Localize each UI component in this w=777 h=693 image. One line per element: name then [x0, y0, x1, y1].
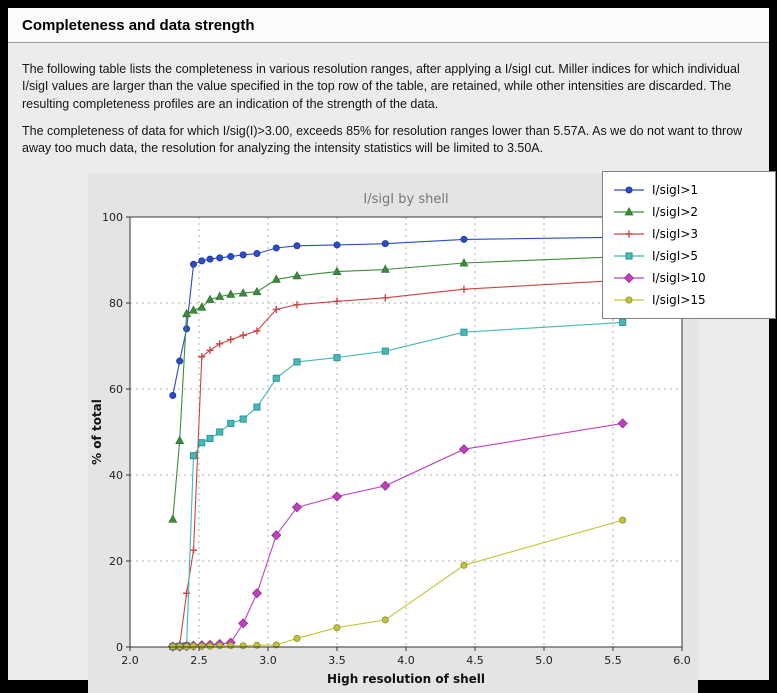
legend-entry: I/sigI>10	[613, 267, 767, 289]
y-tick-label: 60	[109, 383, 123, 396]
x-tick-label: 6.0	[673, 654, 691, 667]
x-tick-label: 4.5	[466, 654, 484, 667]
legend-marker-triangle-icon	[614, 207, 644, 216]
report-panel: Completeness and data strength The follo…	[8, 8, 776, 693]
x-tick-label: 3.0	[259, 654, 277, 667]
completeness-chart-figure: 2.0 2.5 3.0 3.5 4.0 4.5 5.0 5.5 6.0 0 20 40 60 80 100 I…	[88, 171, 776, 693]
legend-entry: I/sigI>2	[613, 201, 767, 223]
y-tick-label: 100	[102, 211, 123, 224]
legend-marker-diamond-icon	[614, 273, 644, 284]
y-tick-label: 80	[109, 297, 123, 310]
series-i-sigi-5	[169, 319, 627, 651]
x-tick-label: 3.5	[328, 654, 346, 667]
x-tick-label: 4.0	[397, 654, 415, 667]
y-tick-label: 20	[109, 555, 123, 568]
x-tick-label: 2.0	[121, 654, 139, 667]
x-axis-label: High resolution of shell	[327, 672, 485, 686]
completeness-line-chart: 2.0 2.5 3.0 3.5 4.0 4.5 5.0 5.5 6.0 0 20 40 60 80 100 I…	[88, 173, 698, 693]
legend-entry: I/sigI>1	[613, 179, 767, 201]
x-tick-label: 5.0	[535, 654, 553, 667]
axis-ticks: 2.0 2.5 3.0 3.5 4.0 4.5 5.0 5.5 6.0 0 20 40 60 80 100	[102, 211, 691, 667]
legend-label: I/sigI>5	[652, 249, 699, 264]
x-tick-label: 5.5	[604, 654, 622, 667]
chart-legend: I/sigI>1 I/sigI>2 I/sigI>3 I/sigI>5 I/sigI>1…	[602, 171, 776, 320]
legend-entry: I/sigI>15	[613, 289, 767, 311]
legend-entry: I/sigI>5	[613, 245, 767, 267]
legend-marker-plus-icon	[614, 230, 644, 238]
series-i-sigi-2	[168, 251, 628, 523]
legend-label: I/sigI>15	[652, 293, 706, 308]
series-i-sigi-15	[169, 516, 627, 651]
legend-marker-circle-icon	[614, 296, 644, 304]
y-tick-label: 0	[116, 641, 123, 654]
legend-label: I/sigI>1	[652, 183, 699, 198]
legend-label: I/sigI>10	[652, 271, 706, 286]
x-tick-label: 2.5	[190, 654, 208, 667]
legend-label: I/sigI>3	[652, 227, 699, 242]
legend-marker-circle-icon	[614, 186, 644, 194]
description-paragraph-2: The completeness of data for which I/sig…	[22, 123, 743, 155]
y-axis-label: % of total	[90, 399, 104, 465]
section-header: Completeness and data strength	[8, 8, 769, 43]
series-i-sigi-1	[169, 233, 627, 400]
y-tick-label: 40	[109, 469, 123, 482]
legend-marker-square-icon	[614, 252, 644, 260]
section-body: The following table lists the completene…	[8, 43, 776, 693]
description-paragraph-1: The following table lists the completene…	[22, 62, 740, 111]
page-title: Completeness and data strength	[22, 17, 255, 34]
legend-entry: I/sigI>3	[613, 223, 767, 245]
legend-label: I/sigI>2	[652, 205, 699, 220]
chart-title: I/sigI by shell	[363, 192, 448, 207]
